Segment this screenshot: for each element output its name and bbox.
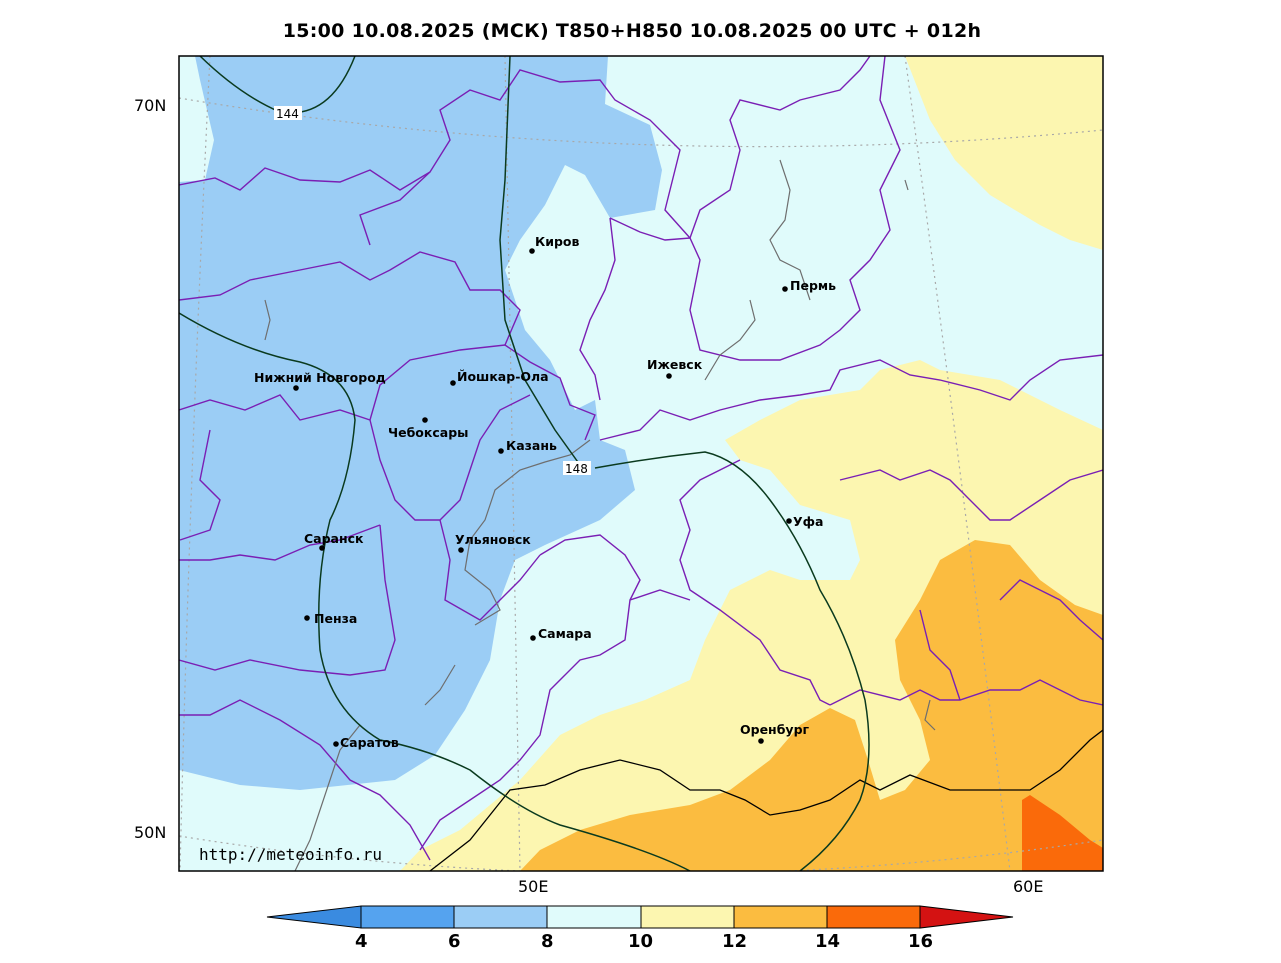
colorbar-segment-10-12 xyxy=(640,905,735,929)
city-label: Ижевск xyxy=(647,357,703,372)
city-label: Саранск xyxy=(304,531,364,546)
colorbar-tick: 4 xyxy=(355,931,368,952)
state-border xyxy=(429,729,1103,871)
band-6-8 xyxy=(179,56,662,790)
cities: Киров Пермь Ижевск Нижний Новгород Йошка… xyxy=(254,234,836,750)
temperature-field xyxy=(179,56,1103,871)
lat-label-70n: 70N xyxy=(134,96,167,115)
lon-label-50e: 50E xyxy=(518,877,549,896)
city-label: Оренбург xyxy=(740,722,810,737)
colorbar-tick: 8 xyxy=(541,931,554,952)
city-dot xyxy=(304,615,310,621)
region-borders xyxy=(179,56,1103,861)
colorbar-tick: 12 xyxy=(722,931,748,952)
colorbar-segment-6-8 xyxy=(453,905,548,929)
lon-label-60e: 60E xyxy=(1013,877,1044,896)
colorbar xyxy=(266,905,1014,929)
parallel-50n xyxy=(179,835,1103,871)
city-dot xyxy=(450,380,456,386)
city-label: Пермь xyxy=(790,278,836,293)
colorbar-extend-low xyxy=(266,905,362,929)
city-label: Уфа xyxy=(793,514,823,529)
city-label: Пенза xyxy=(314,611,357,626)
city-dot xyxy=(498,448,504,454)
contour-label-144: 144 xyxy=(276,107,299,121)
city-label: Саратов xyxy=(340,735,399,750)
city-dot xyxy=(458,547,464,553)
city-label: Нижний Новгород xyxy=(254,370,386,385)
meridian-50e xyxy=(504,56,521,871)
colorbar-segment-12-14 xyxy=(733,905,828,929)
city-label: Киров xyxy=(535,234,580,249)
contour-label-bg-148 xyxy=(563,461,591,475)
city-dot xyxy=(530,635,536,641)
watermark-url: http://meteoinfo.ru xyxy=(199,845,383,864)
lat-label-50n: 50N xyxy=(134,823,167,842)
city-label: Самара xyxy=(538,626,592,641)
city-dot xyxy=(333,741,339,747)
colorbar-segment-4-6 xyxy=(360,905,455,929)
contour-148-north xyxy=(499,56,581,466)
colorbar-tick: 16 xyxy=(908,931,934,952)
contour-labels: 144 148 xyxy=(274,106,591,476)
city-dot xyxy=(422,417,428,423)
map-title: 15:00 10.08.2025 (МСК) T850+H850 10.08.2… xyxy=(282,20,982,42)
band-12-14 xyxy=(520,540,1103,871)
contour-148-east xyxy=(594,451,870,871)
contour-148-south xyxy=(179,312,691,871)
map-frame xyxy=(178,55,1104,872)
contour-label-148: 148 xyxy=(565,462,588,476)
city-dot xyxy=(782,286,788,292)
meridian-60e xyxy=(904,56,1011,871)
city-dot xyxy=(666,373,672,379)
colorbar-tick: 6 xyxy=(448,931,461,952)
colorbar-extend-high xyxy=(919,905,1014,929)
city-label: Казань xyxy=(506,438,557,453)
colorbar-segment-8-10 xyxy=(546,905,642,929)
parallel-70n xyxy=(179,97,1103,148)
city-dot xyxy=(786,518,792,524)
city-dot xyxy=(529,248,535,254)
city-dot xyxy=(293,385,299,391)
city-label: Йошкар-Ола xyxy=(457,369,549,384)
graticule xyxy=(179,56,1103,871)
city-dot xyxy=(319,545,325,551)
meridian-40e xyxy=(179,56,211,871)
city-dot xyxy=(758,738,764,744)
contour-label-bg-144 xyxy=(274,106,302,120)
band-10-12-north xyxy=(905,56,1103,250)
colorbar-tick: 14 xyxy=(815,931,841,952)
rivers xyxy=(264,159,936,871)
colorbar-segment-14-16 xyxy=(826,905,921,929)
band-14-16 xyxy=(1022,795,1103,871)
colorbar-tick: 10 xyxy=(628,931,654,952)
city-label: Чебоксары xyxy=(388,425,468,440)
city-label: Ульяновск xyxy=(455,532,531,547)
